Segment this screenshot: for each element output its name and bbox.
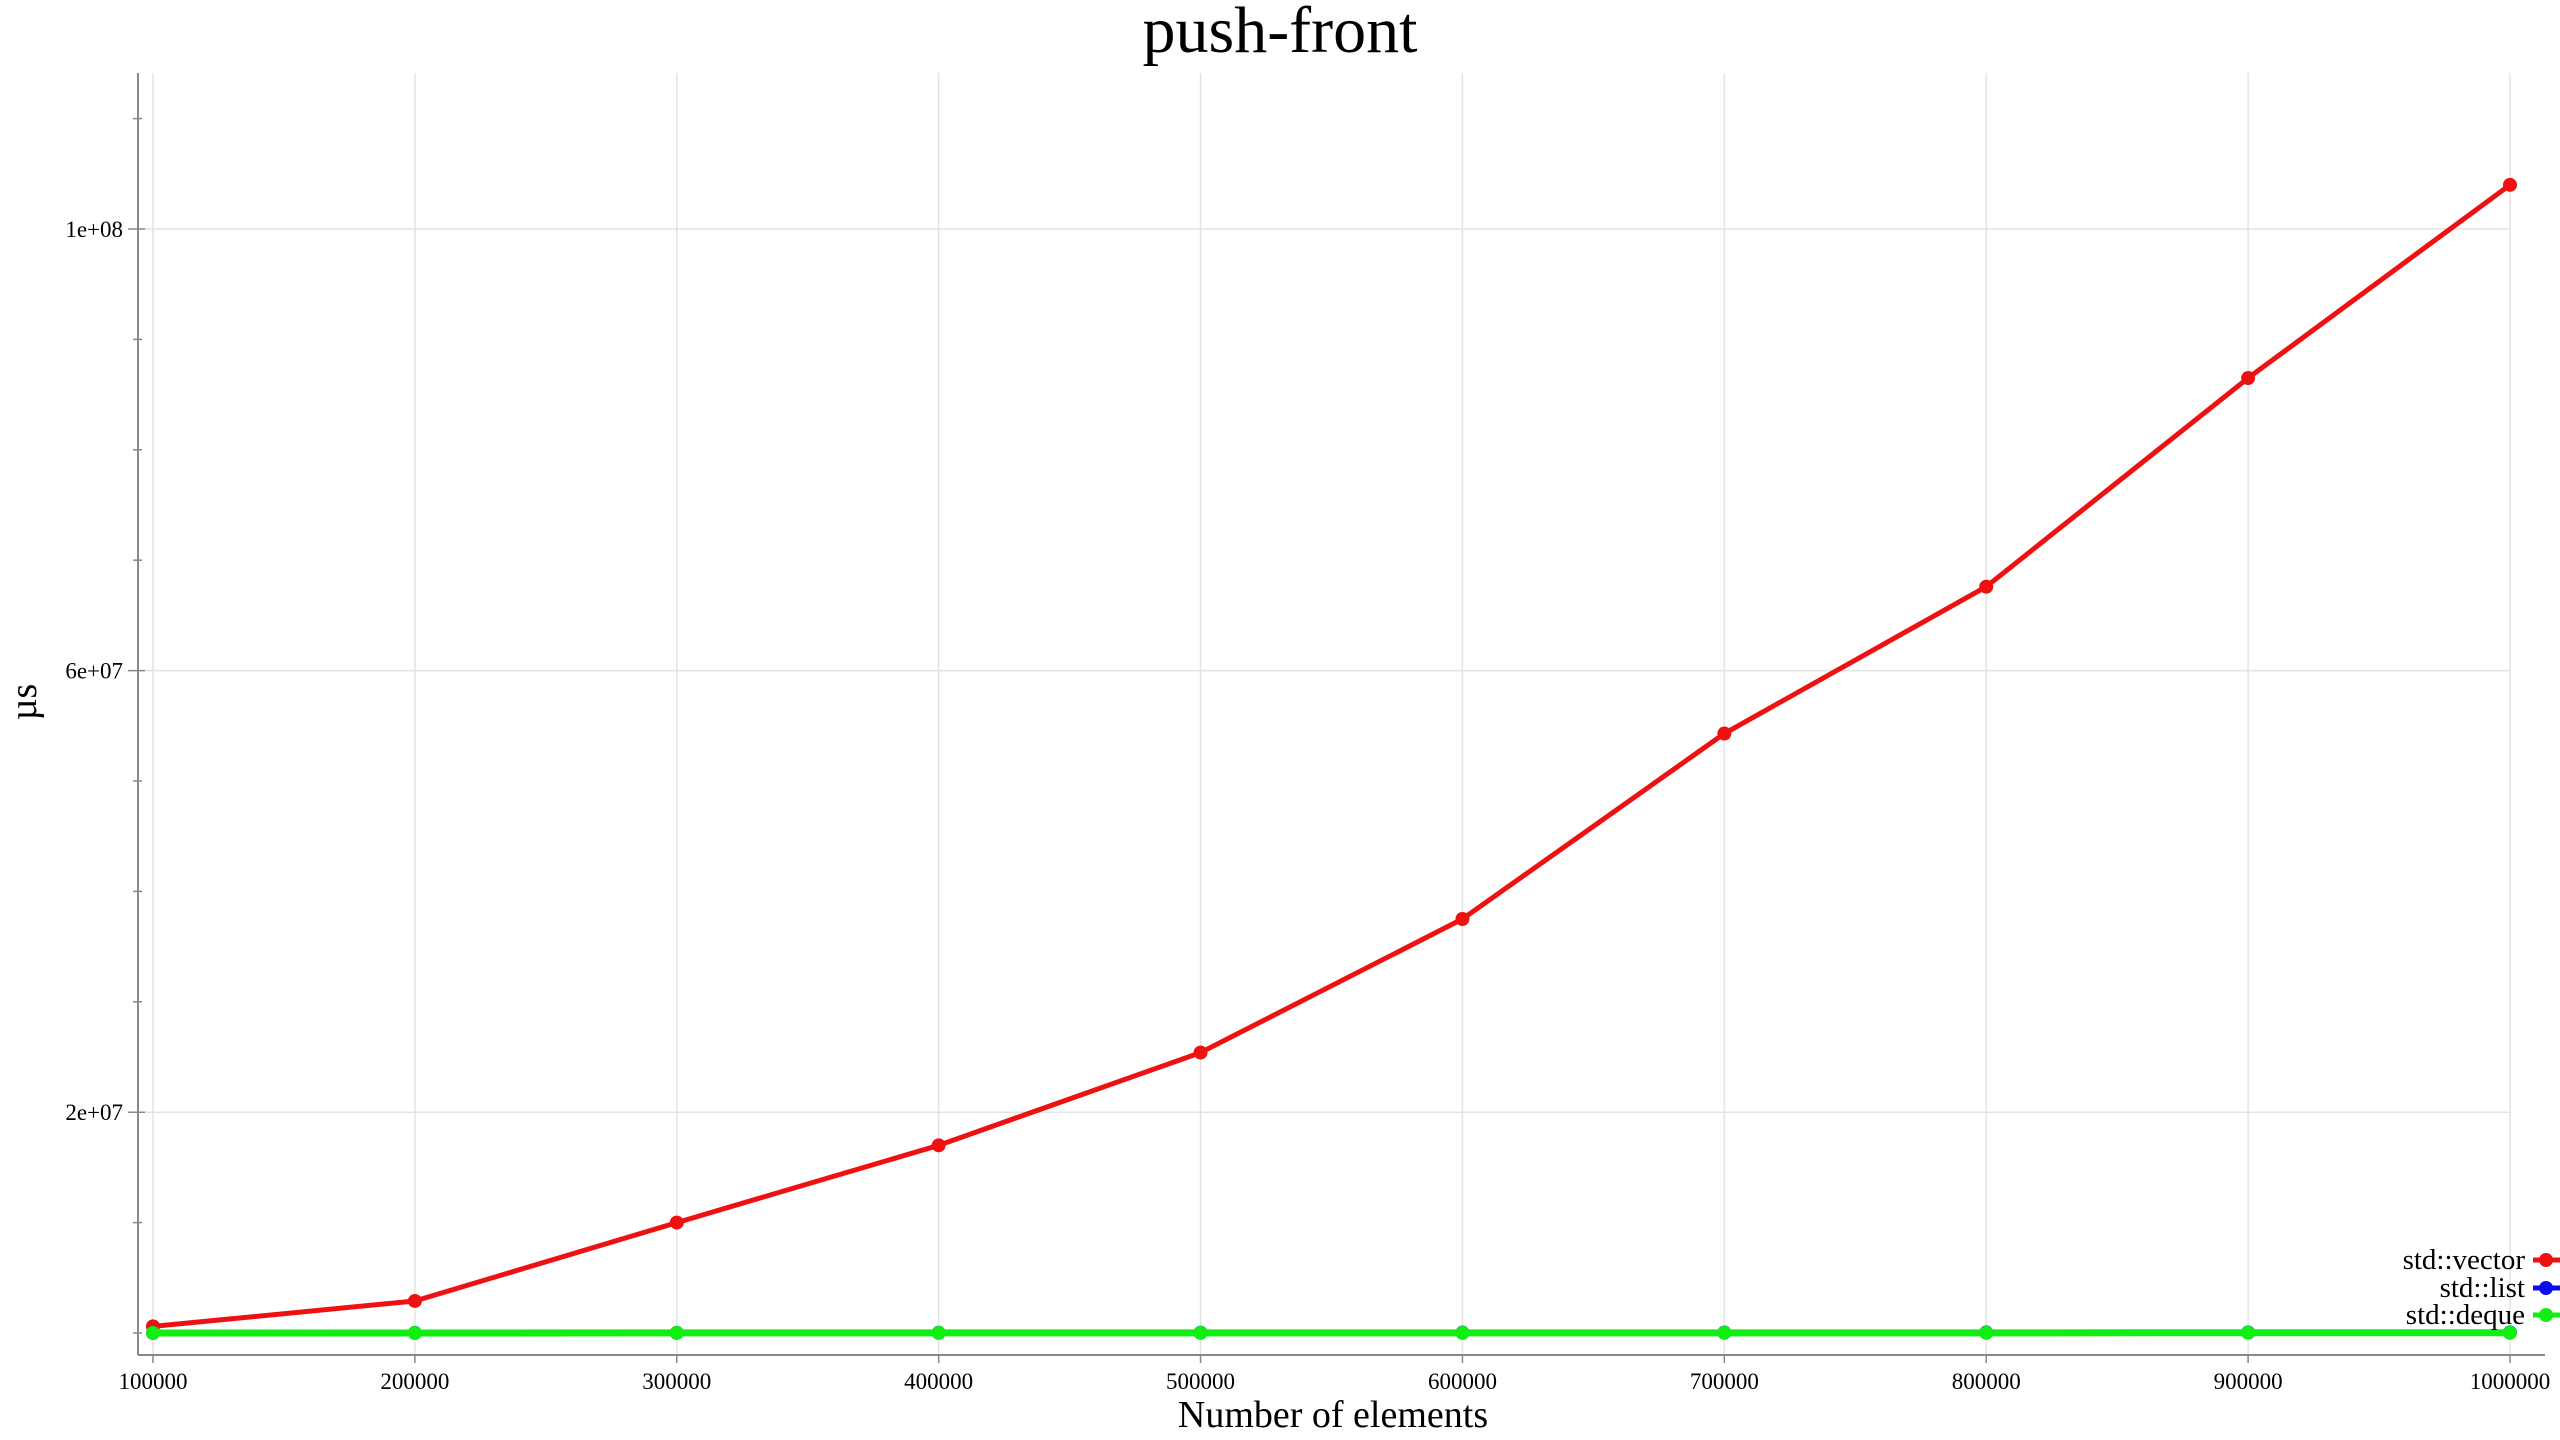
legend-label-std-deque: std::deque xyxy=(2406,1299,2525,1331)
x-tick-label: 700000 xyxy=(1690,1369,1759,1394)
x-tick-label: 300000 xyxy=(642,1369,711,1394)
y-axis-label: µs xyxy=(3,684,45,721)
x-tick-label: 1000000 xyxy=(2470,1369,2551,1394)
data-point-std-vector xyxy=(1193,1045,1208,1060)
data-point-std-vector xyxy=(2241,371,2256,386)
y-tick-label: 2e+07 xyxy=(65,1100,123,1125)
y-minor-ticks xyxy=(133,117,142,1334)
data-point-std-vector xyxy=(1455,912,1470,926)
legend-marker-std-vector xyxy=(2539,1253,2553,1267)
data-point-std-vector xyxy=(1717,726,1732,741)
x-tick-label: 800000 xyxy=(1952,1369,2021,1394)
data-point-std-deque xyxy=(407,1325,422,1340)
series-line-std-vector xyxy=(152,182,2512,1329)
legend-label-std-list: std::list xyxy=(2440,1272,2525,1304)
data-point-std-deque xyxy=(1193,1325,1208,1340)
y-tick-label: 6e+07 xyxy=(65,659,123,684)
data-point-std-deque xyxy=(1455,1325,1470,1340)
x-tick-label: 500000 xyxy=(1166,1369,1235,1394)
x-tick-label: 100000 xyxy=(119,1369,188,1394)
series-layer xyxy=(146,177,2517,1340)
data-point-std-vector xyxy=(2503,177,2517,192)
data-point-std-deque xyxy=(2241,1325,2256,1340)
data-point-std-vector xyxy=(1979,579,1994,594)
x-tick-label: 900000 xyxy=(2214,1369,2283,1394)
x-tick-label: 400000 xyxy=(904,1369,973,1394)
x-axis-label: Number of elements xyxy=(1178,1394,1488,1436)
x-tick-label: 200000 xyxy=(380,1369,449,1394)
data-point-std-deque xyxy=(146,1325,160,1340)
data-point-std-deque xyxy=(931,1325,946,1340)
data-point-std-deque xyxy=(2503,1325,2517,1340)
legend-marker-std-deque xyxy=(2539,1308,2553,1322)
data-point-std-deque xyxy=(1717,1325,1732,1340)
x-tick-label: 600000 xyxy=(1428,1369,1497,1394)
chart-title: push-front xyxy=(1143,0,1418,67)
data-point-std-deque xyxy=(1979,1325,1994,1340)
x-ticks: 100000 200000 300000 400000 500000 600000 7000… xyxy=(119,1355,2551,1394)
data-point-std-vector xyxy=(669,1215,684,1230)
data-point-std-deque xyxy=(669,1325,684,1340)
data-point-std-vector xyxy=(407,1293,422,1308)
y-ticks: 2e+07 6e+07 1e+08 xyxy=(65,217,145,1125)
legend-marker-std-list xyxy=(2539,1281,2553,1295)
y-tick-label: 1e+08 xyxy=(65,217,123,242)
data-point-std-vector xyxy=(931,1138,946,1153)
grid xyxy=(138,73,2511,1355)
legend-label-std-vector: std::vector xyxy=(2403,1244,2526,1276)
